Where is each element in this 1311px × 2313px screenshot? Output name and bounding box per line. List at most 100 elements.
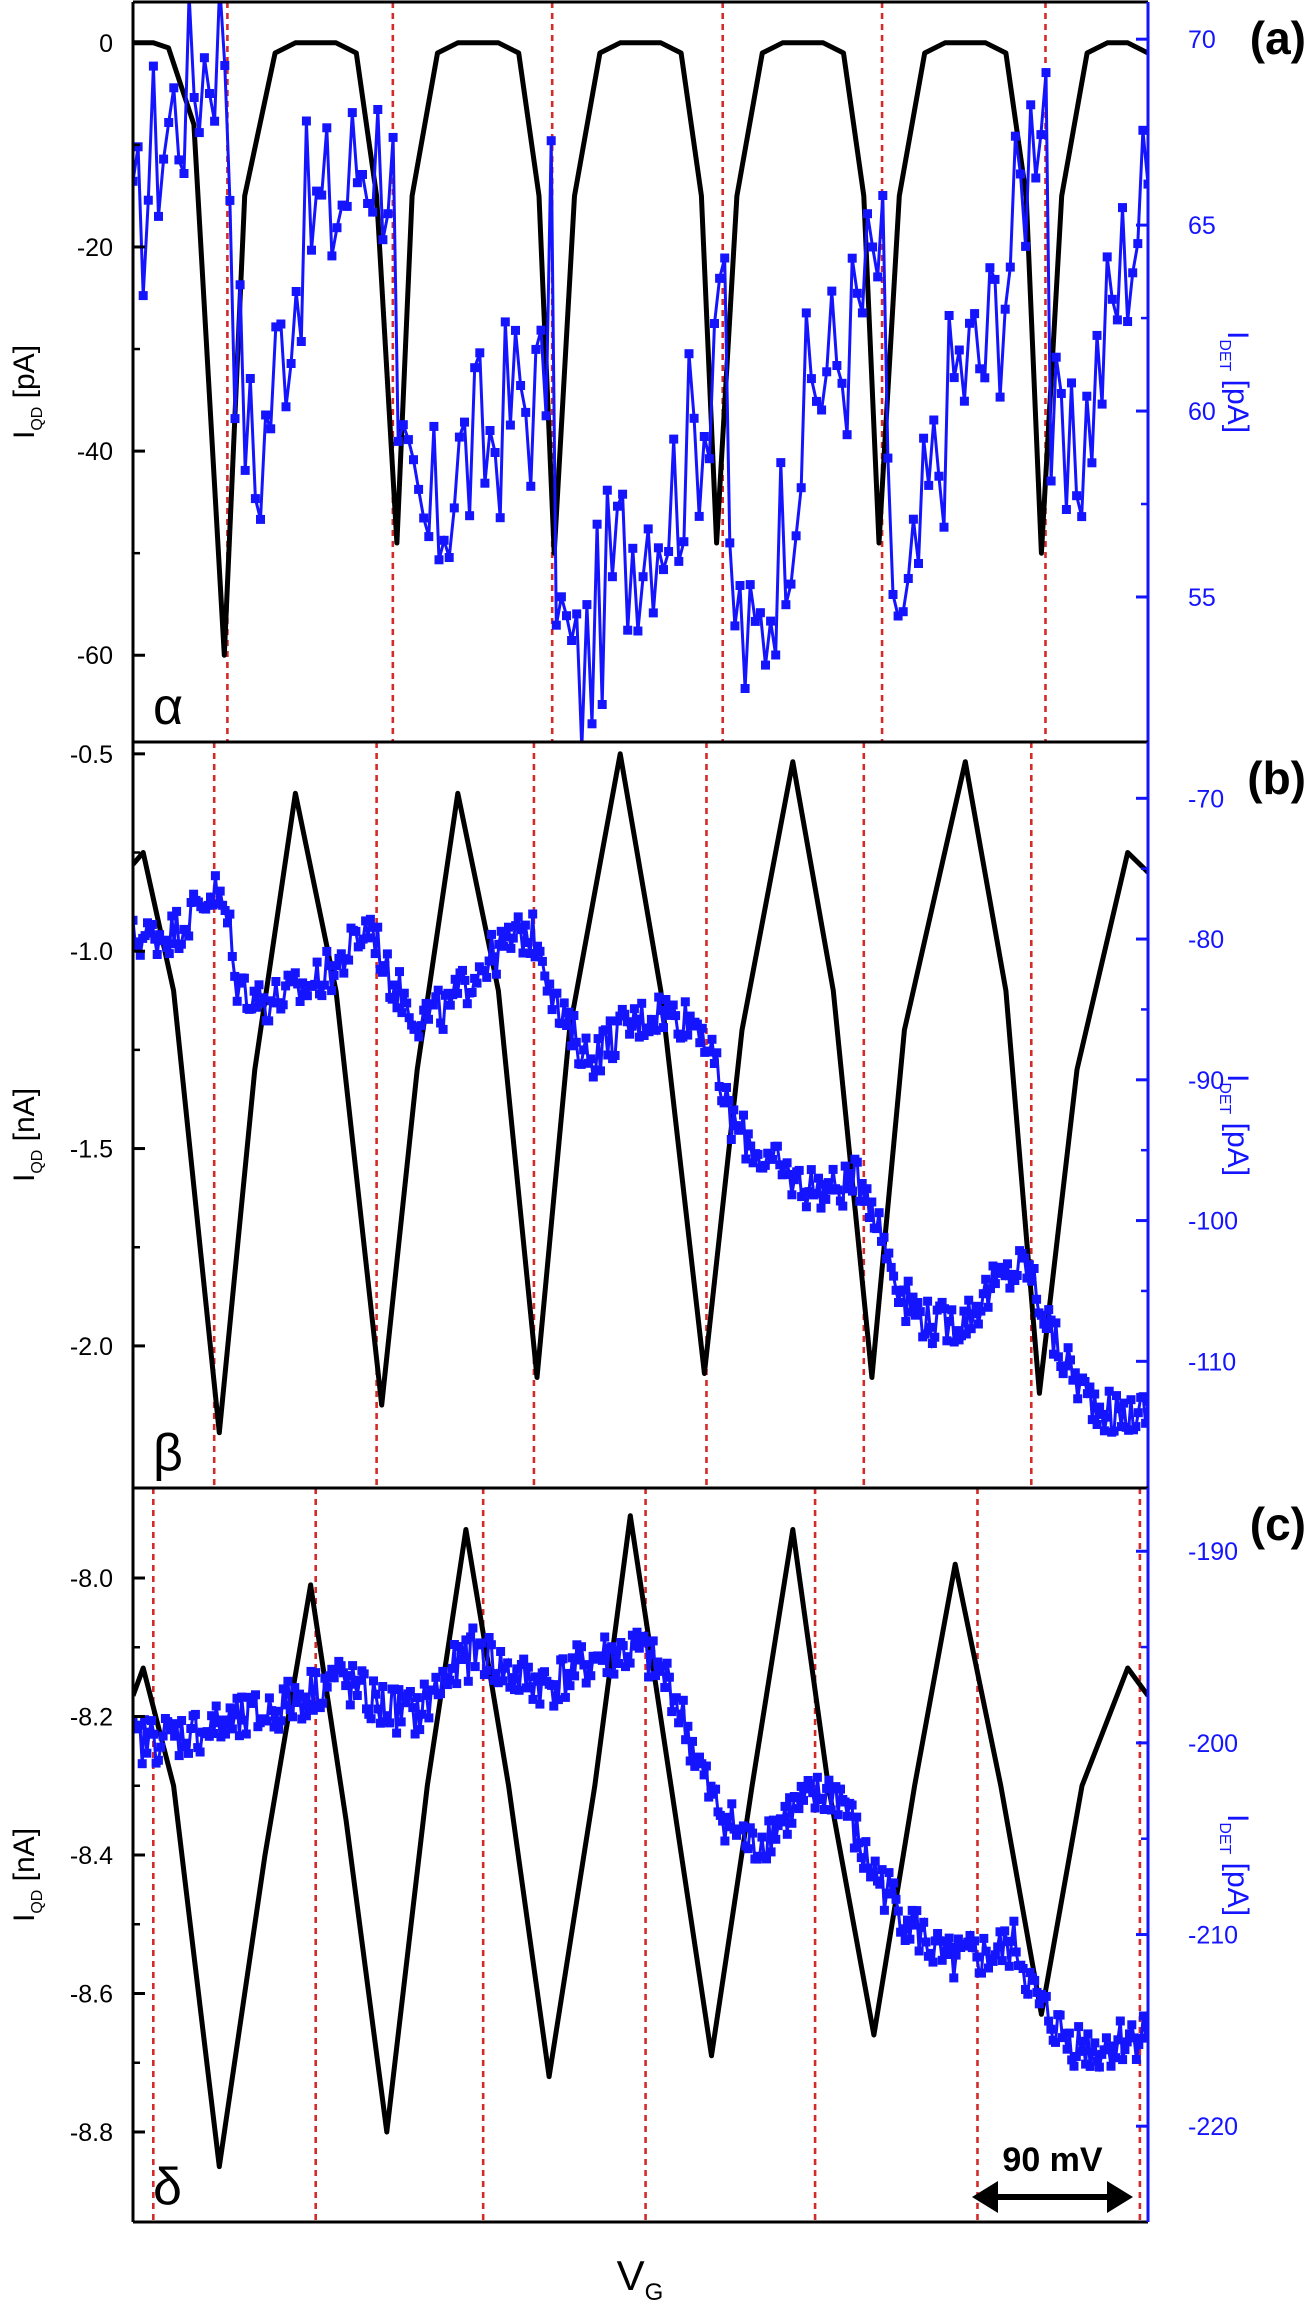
detector-data-point — [1113, 2035, 1123, 2045]
detector-data-point — [639, 1031, 649, 1040]
detector-data-point — [329, 1673, 339, 1683]
detector-data-point — [256, 998, 266, 1008]
detector-data-point — [498, 1676, 508, 1686]
detector-data-point — [352, 178, 362, 188]
detector-data-point — [218, 1715, 228, 1725]
axis-subscript: DET — [1216, 339, 1233, 371]
detector-data-point — [655, 1666, 665, 1676]
detector-data-point — [659, 565, 668, 575]
detector-data-point — [361, 916, 371, 926]
right-tick-label: -100 — [1188, 1208, 1238, 1236]
detector-data-point — [576, 1059, 586, 1069]
detector-data-point — [278, 1684, 288, 1694]
detector-data-point — [414, 1032, 424, 1042]
detector-data-point — [470, 973, 480, 983]
detector-data-point — [816, 1203, 826, 1213]
detector-data-point — [569, 1011, 579, 1020]
panel-label: (b) — [1247, 752, 1306, 804]
detector-data-point — [489, 1675, 499, 1685]
detector-data-point — [949, 1337, 959, 1347]
detector-data-point — [1125, 2029, 1134, 2039]
detector-data-point — [778, 1817, 788, 1827]
detector-data-point — [646, 1650, 656, 1660]
detector-data-point — [1027, 1276, 1037, 1286]
detector-current-line — [133, 2, 1148, 742]
detector-data-point — [165, 1725, 175, 1735]
detector-data-point — [685, 1011, 695, 1021]
detector-data-point — [605, 1016, 615, 1026]
detector-data-point — [965, 318, 974, 328]
detector-data-point — [373, 105, 383, 114]
left-tick-label: -8.6 — [70, 1980, 113, 2008]
axis-symbol: I — [8, 1914, 41, 1922]
detector-data-point — [133, 937, 143, 947]
detector-data-point — [881, 1254, 891, 1264]
detector-data-point — [966, 1324, 976, 1334]
detector-data-point — [843, 1184, 853, 1194]
detector-data-point — [1044, 1305, 1054, 1315]
detector-data-point — [1055, 2010, 1065, 2020]
detector-data-point — [898, 1285, 908, 1295]
detector-data-point — [274, 1724, 284, 1734]
axis-unit: [nA] — [8, 1828, 41, 1890]
detector-data-point — [785, 1793, 795, 1803]
detector-data-point — [232, 1693, 242, 1703]
detector-current-series — [133, 2, 1148, 742]
detector-data-point — [1009, 1916, 1019, 1926]
detector-data-point — [792, 1793, 802, 1802]
detector-data-point — [688, 1736, 697, 1746]
detector-data-point — [859, 1863, 869, 1873]
detector-data-point — [570, 1671, 580, 1681]
detector-data-point — [1046, 2024, 1056, 2034]
detector-data-point — [401, 1698, 411, 1708]
detector-data-point — [343, 1671, 353, 1681]
detector-data-point — [836, 1784, 845, 1794]
detector-data-point — [1011, 1947, 1021, 1957]
detector-data-point — [1061, 505, 1071, 514]
detector-data-point — [1061, 1361, 1071, 1371]
detector-data-point — [772, 1141, 782, 1151]
detector-data-point — [729, 1824, 739, 1834]
detector-data-point — [143, 918, 152, 928]
detector-data-point — [327, 1664, 337, 1674]
qd-current-series — [133, 751, 1148, 1436]
detector-data-point — [694, 511, 704, 521]
detector-data-point — [855, 1196, 865, 1206]
detector-data-point — [363, 199, 373, 208]
detector-data-point — [225, 195, 235, 205]
detector-data-point — [264, 1693, 274, 1703]
detector-data-point — [513, 912, 523, 922]
detector-data-point — [1115, 2016, 1125, 2026]
detector-data-point — [1017, 1248, 1027, 1258]
detector-data-point — [181, 1738, 191, 1748]
right-tick-label: -200 — [1188, 1730, 1238, 1758]
detector-data-point — [944, 1933, 954, 1943]
detector-data-point — [312, 186, 322, 196]
detector-data-point — [1030, 1975, 1040, 1985]
detector-data-point — [245, 374, 255, 383]
detector-data-point — [903, 1276, 913, 1286]
detector-data-point — [663, 1010, 673, 1020]
detector-data-point — [143, 195, 153, 205]
detector-data-point — [414, 484, 424, 494]
detector-data-point — [220, 906, 230, 915]
detector-data-point — [411, 1022, 421, 1032]
detector-data-point — [662, 1658, 672, 1668]
detector-data-point — [638, 572, 648, 582]
detector-data-point — [520, 920, 530, 930]
detector-data-point — [247, 1004, 257, 1014]
detector-data-point — [993, 1268, 1003, 1278]
detector-data-point — [281, 402, 291, 412]
detector-data-point — [158, 1731, 168, 1741]
detector-data-point — [1092, 2056, 1102, 2066]
detector-data-point — [571, 1037, 581, 1047]
detector-data-point — [596, 1066, 605, 1076]
detector-data-point — [402, 998, 412, 1008]
detector-data-point — [1034, 1999, 1044, 2009]
detector-data-point — [1112, 315, 1122, 325]
detector-data-point — [738, 1821, 748, 1831]
detector-data-point — [244, 1692, 254, 1702]
detector-data-point — [1119, 1398, 1129, 1408]
detector-data-point — [1041, 1991, 1051, 2001]
detector-data-point — [740, 684, 750, 693]
